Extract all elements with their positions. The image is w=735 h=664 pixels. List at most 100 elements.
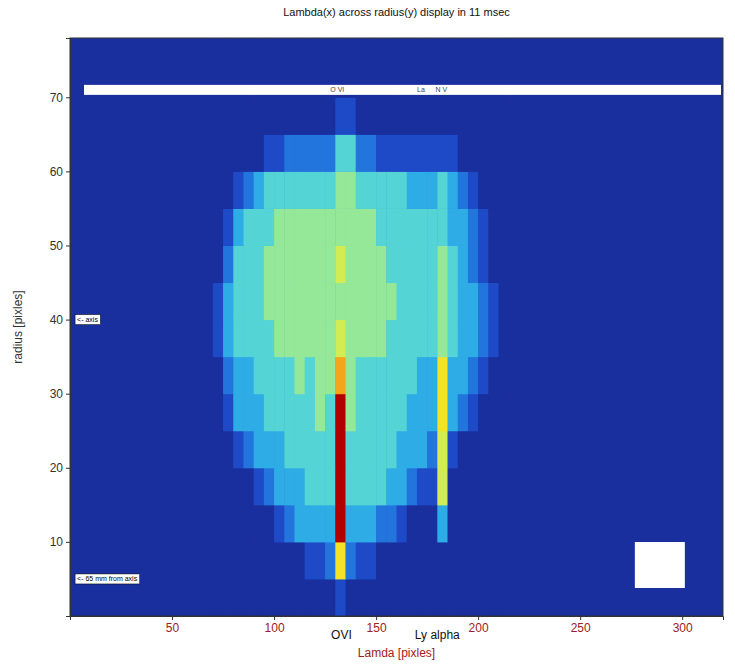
cell	[458, 134, 469, 172]
cell	[468, 208, 479, 246]
cell	[254, 320, 265, 358]
cell	[345, 579, 356, 616]
cell	[427, 468, 438, 506]
cell	[254, 283, 265, 321]
cell	[315, 283, 326, 321]
cell	[305, 468, 316, 506]
cell	[427, 431, 438, 469]
cell	[417, 357, 428, 395]
cell	[243, 208, 254, 246]
cell	[325, 245, 336, 283]
cell	[284, 542, 295, 580]
cell	[345, 357, 356, 395]
cell	[213, 320, 224, 358]
cell	[376, 171, 387, 209]
cell	[294, 38, 305, 61]
y-tick-label: 50	[50, 239, 64, 253]
cell	[325, 394, 336, 432]
cell	[376, 208, 387, 246]
cell	[417, 97, 428, 135]
cell	[356, 357, 367, 395]
cell	[315, 357, 326, 395]
cell	[488, 320, 499, 358]
cell	[478, 394, 489, 432]
cell	[243, 431, 254, 469]
y-tick-mark	[66, 468, 70, 469]
cell	[315, 468, 326, 506]
cell	[397, 97, 408, 135]
cell	[264, 505, 275, 543]
cell	[325, 505, 336, 543]
cell	[376, 38, 387, 61]
cell	[345, 134, 356, 172]
cell	[274, 171, 285, 209]
cell	[488, 208, 499, 246]
cell	[325, 38, 336, 61]
cell	[397, 542, 408, 580]
plot-frame	[70, 38, 723, 616]
cell	[223, 468, 234, 506]
cell	[488, 245, 499, 283]
cell	[345, 38, 356, 61]
cell	[243, 320, 254, 358]
cell	[386, 208, 397, 246]
cell	[325, 97, 336, 135]
cell	[305, 38, 316, 61]
cell	[417, 320, 428, 358]
cell	[468, 320, 479, 358]
cell	[437, 283, 448, 321]
cell	[233, 431, 244, 469]
cell	[274, 38, 285, 61]
cell	[397, 134, 408, 172]
cell	[468, 97, 479, 135]
cell	[407, 579, 418, 616]
cell	[458, 431, 469, 469]
cell	[264, 579, 275, 616]
cell	[468, 283, 479, 321]
cell	[274, 579, 285, 616]
cell	[305, 357, 316, 395]
cell	[376, 320, 387, 358]
cell	[284, 394, 295, 432]
cell	[345, 505, 356, 543]
cell	[448, 579, 459, 616]
cell	[335, 171, 346, 209]
plot-area	[70, 38, 723, 616]
cell	[407, 97, 418, 135]
cell	[468, 357, 479, 395]
x-tick: 100	[265, 616, 285, 635]
cell	[458, 394, 469, 432]
cell	[305, 394, 316, 432]
cell	[448, 505, 459, 543]
cell	[427, 208, 438, 246]
cell	[386, 357, 397, 395]
cell	[499, 97, 510, 135]
cell	[478, 468, 489, 506]
cell	[274, 542, 285, 580]
cell	[243, 542, 254, 580]
cell	[366, 320, 377, 358]
line-band: O VILaN V	[84, 85, 721, 95]
cell	[448, 283, 459, 321]
x-tick: 250	[571, 616, 591, 635]
cell	[488, 283, 499, 321]
annotation-text: <- axis	[77, 316, 98, 323]
cell	[488, 542, 499, 580]
cell	[254, 542, 265, 580]
cell	[448, 394, 459, 432]
cell	[233, 394, 244, 432]
cell	[345, 468, 356, 506]
cell	[437, 171, 448, 209]
cell	[509, 394, 723, 432]
cell	[233, 357, 244, 395]
cell	[254, 394, 265, 432]
cell	[407, 134, 418, 172]
cell	[407, 171, 418, 209]
y-tick-label: 60	[50, 165, 64, 179]
cell	[325, 468, 336, 506]
cell	[397, 245, 408, 283]
cell	[376, 394, 387, 432]
cell	[437, 505, 448, 543]
cell	[499, 542, 510, 580]
cell	[254, 134, 265, 172]
